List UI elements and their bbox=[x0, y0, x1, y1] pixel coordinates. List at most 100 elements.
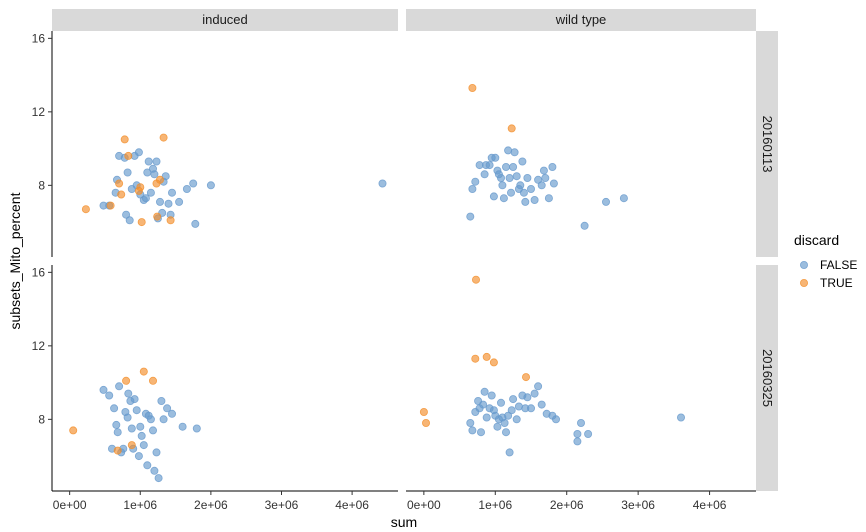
facet-panels bbox=[69, 84, 686, 483]
data-point-false bbox=[148, 426, 157, 435]
data-point-false bbox=[534, 175, 543, 184]
data-point-false bbox=[548, 162, 557, 171]
data-point-false bbox=[378, 179, 387, 188]
data-point-true bbox=[127, 441, 136, 450]
data-point-true bbox=[117, 190, 126, 199]
data-point-false bbox=[577, 418, 586, 427]
legend-title: discard bbox=[794, 232, 839, 248]
data-point-false bbox=[527, 404, 536, 413]
data-point-false bbox=[482, 413, 491, 422]
data-point-false bbox=[141, 194, 150, 203]
data-point-true bbox=[468, 84, 477, 93]
data-point-true bbox=[122, 376, 131, 385]
data-point-true bbox=[115, 179, 124, 188]
strip-background-induced bbox=[52, 9, 398, 31]
legend-label-true: TRUE bbox=[820, 276, 853, 290]
data-point-false bbox=[510, 148, 519, 157]
x-tick-label: 2e+06 bbox=[550, 498, 584, 512]
data-point-false bbox=[509, 395, 518, 404]
data-point-false bbox=[167, 188, 176, 197]
data-point-false bbox=[189, 179, 198, 188]
data-point-false bbox=[123, 168, 132, 177]
data-point-false bbox=[192, 424, 201, 433]
data-point-true bbox=[522, 373, 531, 382]
data-point-false bbox=[504, 411, 513, 420]
data-point-false bbox=[471, 177, 480, 186]
data-point-false bbox=[602, 197, 611, 206]
strip-background-20160325 bbox=[756, 265, 778, 491]
data-point-false bbox=[521, 197, 530, 206]
data-point-false bbox=[150, 170, 159, 179]
data-point-false bbox=[146, 188, 155, 197]
x-tick-label: 2e+06 bbox=[194, 498, 228, 512]
data-point-true bbox=[120, 135, 129, 144]
data-point-false bbox=[159, 415, 168, 424]
strip-background-20160113 bbox=[756, 31, 778, 257]
panel-induced-20160325 bbox=[69, 367, 201, 483]
legend: discard FALSE TRUE bbox=[794, 232, 857, 290]
data-point-false bbox=[154, 474, 163, 483]
data-point-false bbox=[206, 181, 215, 190]
data-point-false bbox=[489, 192, 498, 201]
data-point-false bbox=[152, 448, 161, 457]
data-point-false bbox=[468, 184, 477, 193]
facet-row-strips: 20160113 20160325 bbox=[756, 31, 778, 491]
data-point-false bbox=[182, 184, 191, 193]
data-point-false bbox=[496, 398, 505, 407]
data-point-true bbox=[471, 275, 480, 284]
y-tick-label: 8 bbox=[38, 178, 45, 192]
data-point-false bbox=[485, 161, 494, 170]
data-point-true bbox=[507, 124, 516, 133]
data-point-false bbox=[105, 391, 114, 400]
x-axis-title: sum bbox=[391, 514, 417, 530]
data-point-true bbox=[419, 407, 428, 416]
data-point-false bbox=[143, 461, 152, 470]
data-point-true bbox=[69, 426, 78, 435]
x-tick-label: 1e+06 bbox=[123, 498, 157, 512]
data-point-false bbox=[505, 173, 514, 182]
data-point-false bbox=[150, 466, 159, 475]
data-point-false bbox=[136, 422, 145, 431]
data-point-false bbox=[130, 395, 139, 404]
data-point-false bbox=[157, 396, 166, 405]
data-point-false bbox=[127, 424, 136, 433]
strip-background-wild-type bbox=[406, 9, 756, 31]
data-point-false bbox=[122, 210, 131, 219]
data-point-false bbox=[504, 146, 513, 155]
data-point-false bbox=[505, 448, 514, 457]
data-point-false bbox=[487, 391, 496, 400]
data-point-true bbox=[136, 183, 145, 192]
data-point-false bbox=[144, 157, 153, 166]
y-axis-title: subsets_Mito_percent bbox=[7, 192, 23, 329]
data-point-false bbox=[530, 389, 539, 398]
data-point-false bbox=[178, 422, 187, 431]
data-point-false bbox=[499, 194, 508, 203]
data-point-false bbox=[491, 153, 500, 162]
strip-label-wild-type: wild type bbox=[555, 12, 607, 27]
data-point-false bbox=[480, 387, 489, 396]
data-point-false bbox=[110, 404, 119, 413]
data-point-false bbox=[523, 173, 532, 182]
x-tick-label: 1e+06 bbox=[478, 498, 512, 512]
data-point-true bbox=[124, 151, 133, 160]
data-point-false bbox=[512, 172, 521, 181]
y-tick-label: 16 bbox=[32, 31, 46, 45]
panel-wild-type-20160113 bbox=[466, 84, 628, 230]
data-point-false bbox=[155, 197, 164, 206]
data-point-false bbox=[530, 195, 539, 204]
data-point-false bbox=[480, 170, 489, 179]
x-tick-label: 3e+06 bbox=[265, 498, 299, 512]
data-point-false bbox=[537, 181, 546, 190]
data-point-true bbox=[106, 201, 115, 210]
data-point-false bbox=[112, 420, 121, 429]
data-point-true bbox=[148, 376, 157, 385]
data-point-false bbox=[466, 418, 475, 427]
data-point-false bbox=[584, 429, 593, 438]
y-tick-label: 8 bbox=[38, 412, 45, 426]
data-point-false bbox=[539, 166, 548, 175]
data-point-false bbox=[549, 179, 558, 188]
data-point-false bbox=[527, 184, 536, 193]
legend-label-false: FALSE bbox=[820, 258, 857, 272]
y-tick-label: 16 bbox=[32, 265, 46, 279]
data-point-true bbox=[113, 446, 122, 455]
